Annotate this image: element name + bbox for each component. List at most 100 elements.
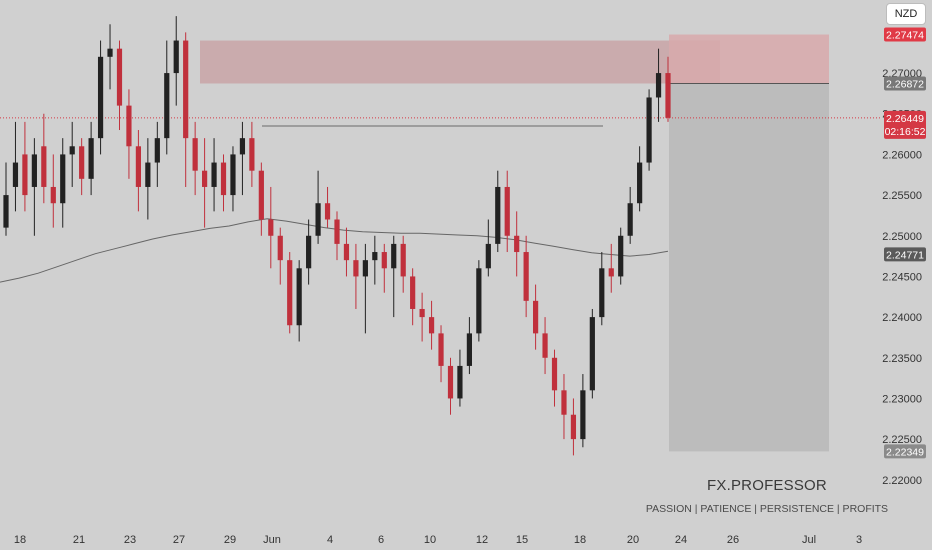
price-tag-label: 2.22349 — [886, 446, 924, 458]
candle-body — [220, 162, 227, 196]
candle-body — [637, 162, 643, 204]
currency-badge[interactable]: NZD — [886, 3, 926, 25]
candle-body — [239, 138, 246, 155]
date-tick-label: Jun — [263, 534, 281, 546]
countdown-label: 02:16:52 — [885, 126, 926, 138]
candle-body — [249, 138, 255, 171]
candle-body — [60, 154, 66, 204]
target-zone — [669, 83, 829, 452]
price-tick-label: 2.24500 — [882, 271, 922, 283]
candle-body — [192, 138, 198, 171]
candle-body — [126, 105, 132, 147]
candle-body — [561, 390, 567, 415]
price-tag-label: 2.26872 — [886, 78, 924, 90]
candle-body — [258, 170, 264, 220]
candle-body — [618, 235, 624, 277]
price-tag-label: 2.24771 — [886, 249, 924, 261]
price-tick-label: 2.24000 — [882, 312, 922, 324]
price-tick-label: 2.23000 — [882, 393, 922, 405]
candle-body — [608, 268, 614, 277]
candle-body — [532, 300, 539, 334]
price-tag-bg — [884, 247, 926, 262]
candle-body — [542, 333, 548, 358]
candle-body — [306, 235, 312, 269]
candle-body — [428, 317, 435, 334]
price-tick-label: 2.25000 — [882, 231, 922, 243]
candle-body — [97, 56, 104, 139]
date-tick-label: 4 — [327, 534, 333, 546]
price-tick-label: 2.22500 — [882, 434, 922, 446]
date-tick-label: Jul — [802, 534, 816, 546]
candle-body — [135, 146, 142, 187]
candle-body — [154, 138, 160, 163]
candle-body — [476, 268, 482, 334]
price-tick-label: 2.23500 — [882, 353, 922, 365]
candles-layer — [3, 16, 671, 456]
moving-average-line — [0, 218, 669, 283]
date-tick-label: 23 — [124, 534, 136, 546]
candle-body — [353, 260, 359, 277]
candle-body — [495, 186, 501, 244]
candle-body — [183, 40, 189, 139]
date-tick-label: 26 — [727, 534, 739, 546]
brand-name: FX.PROFESSOR — [707, 477, 827, 494]
stop-zone — [669, 34, 829, 84]
candle-body — [438, 333, 444, 366]
candle-body — [69, 146, 75, 155]
candle-body — [514, 235, 520, 253]
candle-body — [627, 203, 633, 236]
date-tick-label: 15 — [516, 534, 528, 546]
candle-body — [362, 260, 368, 277]
date-tick-label: 10 — [424, 534, 436, 546]
candle-body — [391, 243, 397, 269]
candle-body — [287, 260, 293, 326]
price-tag-bg — [884, 444, 926, 459]
date-tick-label: 12 — [476, 534, 488, 546]
candle-body — [211, 162, 217, 187]
candle-body — [372, 252, 378, 261]
candle-body — [665, 73, 671, 118]
candle-body — [400, 243, 406, 277]
time-axis[interactable]: 18 21 23 27 29 Jun 4 6 10 12 15 18 20 24 26 Jul 3 — [14, 534, 862, 546]
candle-body — [88, 138, 94, 179]
candle-body — [173, 40, 179, 74]
candle-body — [551, 357, 558, 391]
price-tag-bg — [884, 27, 926, 42]
candle-body — [646, 97, 652, 163]
candle-body — [504, 186, 510, 236]
candle-body — [523, 252, 529, 301]
candle-body — [580, 390, 586, 440]
candle-body — [485, 243, 491, 269]
candle-body — [334, 219, 340, 244]
levels-layer — [0, 82, 882, 127]
candle-body — [447, 365, 454, 399]
candle-body — [655, 73, 662, 98]
candle-body — [41, 146, 47, 187]
candle-body — [599, 268, 605, 318]
resistance-zone — [200, 40, 720, 84]
price-tag-bg — [884, 76, 926, 91]
candle-body — [419, 308, 425, 318]
candle-body — [12, 162, 19, 187]
zones-layer — [200, 34, 829, 452]
candle-body — [107, 48, 113, 57]
candle-body — [22, 154, 28, 196]
candle-body — [3, 195, 9, 228]
date-tick-label: 3 — [856, 534, 862, 546]
date-tick-label: 6 — [378, 534, 384, 546]
price-tag-bg — [884, 110, 926, 139]
date-tick-label: 18 — [574, 534, 586, 546]
candle-body — [145, 162, 151, 187]
date-tick-label: 18 — [14, 534, 26, 546]
candle-body — [277, 235, 283, 261]
candle-body — [116, 48, 123, 106]
date-tick-label: 27 — [173, 534, 185, 546]
price-tag-label: 2.26449 — [886, 113, 924, 125]
candle-body — [31, 154, 37, 187]
date-tick-label: 29 — [224, 534, 236, 546]
brand-tagline: PASSION | PATIENCE | PERSISTENCE | PROFI… — [645, 503, 889, 515]
candle-body — [410, 276, 416, 309]
